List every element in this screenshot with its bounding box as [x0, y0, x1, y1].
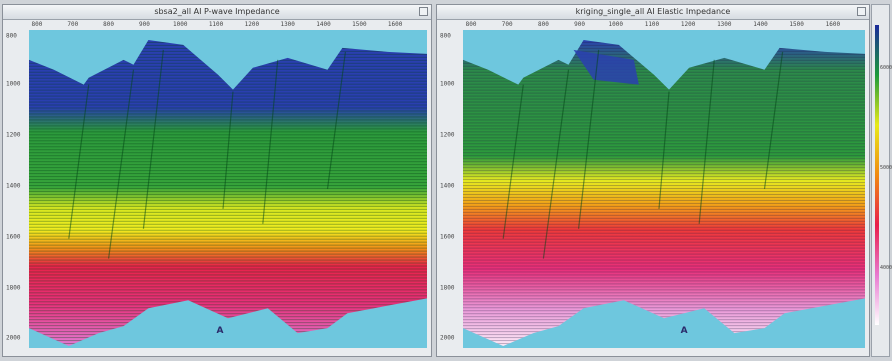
top-scale-label: 1000 — [608, 21, 623, 28]
side-scale-label: 1600 — [6, 233, 21, 241]
right-top-scale: 800 700 800 900 1000 1100 1200 1300 1400… — [463, 20, 865, 30]
top-scale-label: 1300 — [717, 21, 732, 28]
top-scale-label: 800 — [103, 21, 115, 28]
top-scale-label: 1000 — [173, 21, 188, 28]
well-marker-label: A — [216, 326, 224, 336]
top-scale-label: 1500 — [789, 21, 804, 28]
top-scale-label: 1400 — [753, 21, 768, 28]
right-impedance-section — [463, 39, 865, 347]
right-panel-title: kriging_single_all AI Elastic Impedance — [575, 7, 731, 16]
top-scale-label: 700 — [67, 21, 79, 28]
top-scale-label: 1600 — [387, 21, 403, 28]
right-side-scale: 800 1000 1200 1400 1600 1800 2000 — [437, 30, 461, 348]
colorbar-label: 4000 — [880, 265, 892, 271]
top-scale-label: 1400 — [316, 21, 331, 28]
side-scale-label: 2000 — [6, 334, 21, 342]
side-scale-label: 1400 — [440, 182, 455, 190]
colorbar-label: 6000 — [880, 65, 892, 71]
left-side-scale: 800 1000 1200 1400 1600 1800 2000 — [3, 30, 27, 348]
side-scale-label: 1800 — [440, 284, 455, 292]
top-scale-label: 900 — [574, 21, 585, 28]
close-icon[interactable] — [857, 7, 866, 16]
right-panel-titlebar: kriging_single_all AI Elastic Impedance — [437, 5, 869, 20]
side-scale-label: 2000 — [440, 334, 455, 342]
left-seismic-image: A — [29, 30, 427, 348]
side-scale-label: 1200 — [440, 131, 455, 139]
close-icon[interactable] — [419, 7, 428, 16]
top-scale-label: 1200 — [680, 21, 696, 28]
left-panel-titlebar: sbsa2_all AI P-wave Impedance — [3, 5, 431, 20]
left-impedance-section — [29, 39, 427, 347]
side-scale-label: 800 — [440, 32, 451, 40]
right-seismic-image: A — [463, 30, 865, 348]
colorbar-label: 5000 — [880, 165, 892, 171]
side-scale-label: 1400 — [6, 182, 21, 190]
well-marker[interactable]: A — [217, 326, 224, 336]
top-scale-label: 1100 — [208, 21, 224, 28]
top-scale-label: 1500 — [352, 21, 367, 28]
side-scale-label: 1000 — [440, 80, 455, 88]
left-panel-title: sbsa2_all AI P-wave Impedance — [154, 7, 280, 16]
side-scale-label: 1600 — [440, 233, 455, 241]
well-marker[interactable]: A — [681, 326, 688, 336]
left-seismic-panel: sbsa2_all AI P-wave Impedance 800 700 80… — [2, 4, 432, 357]
top-scale-label: 800 — [31, 21, 43, 28]
side-scale-label: 800 — [6, 32, 17, 40]
top-scale-label: 800 — [537, 21, 549, 28]
top-scale-label: 1300 — [280, 21, 295, 28]
top-scale-label: 700 — [501, 21, 513, 28]
colorbar — [875, 25, 879, 325]
well-marker-label: A — [680, 326, 688, 336]
side-scale-label: 1000 — [6, 80, 21, 88]
side-scale-label: 1200 — [6, 131, 21, 139]
right-seismic-panel: kriging_single_all AI Elastic Impedance … — [436, 4, 870, 357]
top-scale-label: 1600 — [825, 21, 841, 28]
side-scale-label: 1800 — [6, 284, 21, 292]
top-scale-label: 900 — [138, 21, 150, 28]
top-scale-label: 1100 — [644, 21, 660, 28]
colorbar-strip: 6000 5000 4000 — [871, 4, 892, 357]
left-top-scale: 800 700 800 900 1000 1100 1200 1300 1400… — [29, 20, 427, 30]
top-scale-label: 800 — [465, 21, 477, 28]
top-scale-label: 1200 — [244, 21, 260, 28]
